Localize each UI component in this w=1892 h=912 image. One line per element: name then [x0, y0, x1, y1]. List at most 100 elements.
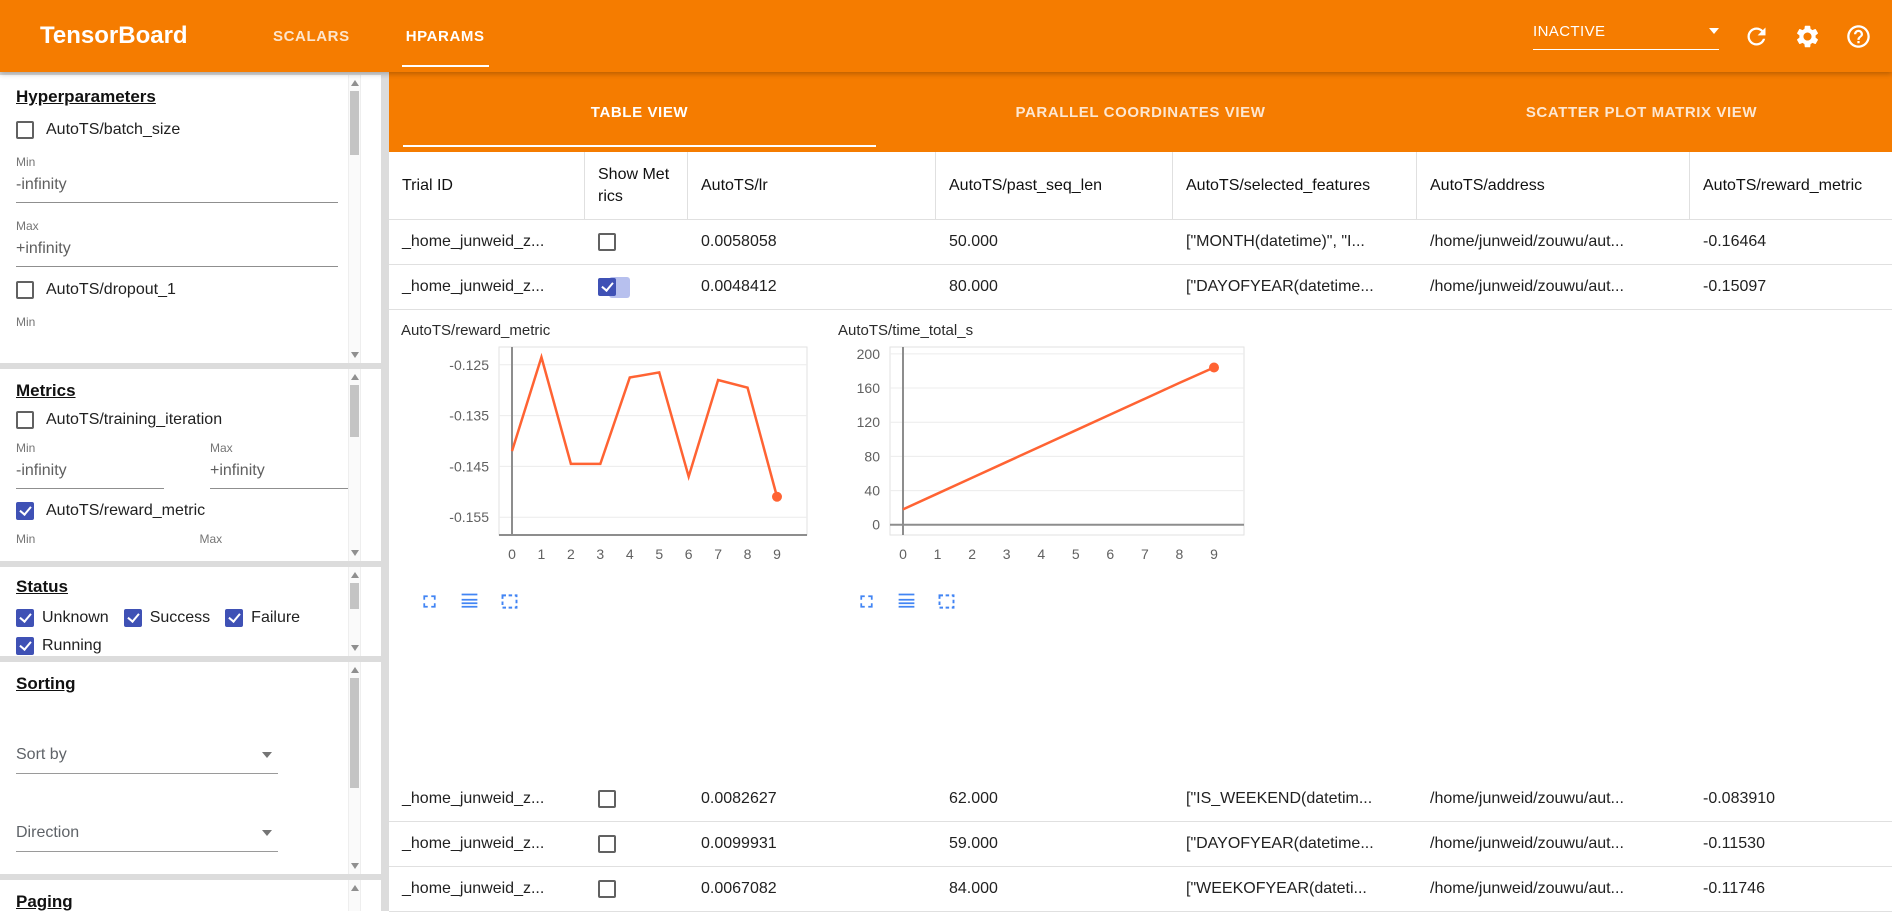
- svg-text:8: 8: [1176, 546, 1184, 562]
- table-row[interactable]: _home_junweid_z... 0.0067082 84.000 ["WE…: [389, 867, 1892, 912]
- hparam-batch-size-row: AutoTS/batch_size: [16, 121, 337, 139]
- scroll-down-icon[interactable]: [351, 550, 359, 556]
- hparam-batch-size-checkbox[interactable]: [16, 121, 34, 139]
- tab-hparams[interactable]: HPARAMS: [378, 0, 513, 72]
- svg-text:6: 6: [1106, 546, 1114, 562]
- address-cell: /home/junweid/zouwu/aut...: [1430, 835, 1624, 852]
- svg-text:2: 2: [968, 546, 976, 562]
- reward-metric-chart: AutoTS/reward_metric -0.125 -0.135 -0.145-…: [389, 314, 826, 612]
- svg-text:2: 2: [567, 546, 575, 562]
- status-failure-checkbox[interactable]: [225, 609, 244, 627]
- batch-size-min-input[interactable]: -infinity: [16, 169, 338, 203]
- data-table-icon[interactable]: [896, 591, 917, 612]
- hparams-main: TABLE VIEW PARALLEL COORDINATES VIEW SCA…: [389, 72, 1892, 912]
- expanded-metric-charts: AutoTS/reward_metric -0.125 -0.135 -0.145-…: [389, 310, 1892, 612]
- direction-dropdown[interactable]: Direction: [16, 824, 278, 852]
- svg-text:7: 7: [1141, 546, 1149, 562]
- metric-training-iteration-checkbox[interactable]: [16, 411, 34, 429]
- metric-min-input[interactable]: -infinity: [16, 455, 164, 489]
- scroll-down-icon[interactable]: [351, 645, 359, 651]
- batch-size-max-label: Max: [16, 219, 39, 233]
- scroll-thumb[interactable]: [350, 385, 359, 437]
- metric-reward-row: AutoTS/reward_metric: [16, 502, 337, 520]
- tab-scatter-plot-matrix-view[interactable]: SCATTER PLOT MATRIX VIEW: [1525, 103, 1758, 121]
- run-status-value: INACTIVE: [1533, 22, 1606, 40]
- scroll-up-icon[interactable]: [351, 80, 359, 86]
- refresh-icon[interactable]: [1743, 23, 1770, 50]
- data-table-icon[interactable]: [459, 591, 480, 612]
- metric-training-iteration-label: AutoTS/training_iteration: [46, 411, 223, 428]
- status-heading: Status: [16, 577, 68, 596]
- run-status-dropdown[interactable]: INACTIVE: [1533, 23, 1719, 50]
- metric-max-label: Max: [210, 441, 233, 455]
- expand-chart-icon[interactable]: [419, 591, 440, 612]
- sort-by-dropdown[interactable]: Sort by: [16, 746, 278, 774]
- direction-label: Direction: [16, 824, 80, 841]
- scroll-down-icon[interactable]: [351, 352, 359, 358]
- past-seq-len-cell: 50.000: [949, 233, 998, 250]
- svg-text:80: 80: [864, 448, 880, 464]
- status-scrollbar[interactable]: [348, 567, 361, 656]
- hyperparameters-panel: Hyperparameters AutoTS/batch_size Min -i…: [0, 75, 381, 363]
- time-total-chart: AutoTS/time_total_s 0 40 80 120 160 200 0 1 2 3 4 5…: [826, 314, 1263, 612]
- table-row[interactable]: _home_junweid_z... 0.0058058 50.000 ["MO…: [389, 220, 1892, 265]
- tab-scalars[interactable]: SCALARS: [273, 27, 350, 45]
- batch-size-max-input[interactable]: +infinity: [16, 233, 338, 267]
- status-unknown-checkbox[interactable]: [16, 609, 34, 627]
- app-title: TensorBoard: [40, 22, 188, 49]
- batch-size-min-label: Min: [16, 155, 36, 169]
- show-metrics-checkbox[interactable]: [598, 835, 616, 853]
- scroll-up-icon[interactable]: [351, 667, 359, 673]
- svg-text:-0.135: -0.135: [449, 408, 489, 424]
- show-metrics-checkbox[interactable]: [598, 233, 616, 251]
- hparam-dropout-checkbox[interactable]: [16, 281, 34, 299]
- tab-table-view[interactable]: TABLE VIEW: [389, 72, 890, 152]
- show-metrics-checkbox[interactable]: [598, 278, 616, 296]
- scroll-thumb[interactable]: [350, 583, 359, 609]
- show-metrics-checkbox[interactable]: [598, 790, 616, 808]
- chart-title: AutoTS/time_total_s: [838, 322, 974, 339]
- dropdown-caret-icon: [262, 830, 272, 836]
- expand-chart-icon[interactable]: [856, 591, 877, 612]
- table-gap: [389, 612, 1892, 777]
- metric-max-input[interactable]: +infinity: [210, 455, 358, 489]
- scroll-up-icon[interactable]: [351, 572, 359, 578]
- status-success-checkbox[interactable]: [123, 609, 142, 627]
- show-metrics-checkbox[interactable]: [598, 880, 616, 898]
- lr-cell: 0.0067082: [701, 880, 777, 897]
- past-seq-len-cell: 84.000: [949, 880, 998, 897]
- status-running-checkbox[interactable]: [16, 637, 34, 655]
- show-metrics-cell: [585, 276, 688, 298]
- svg-text:3: 3: [1003, 546, 1011, 562]
- status-success: Success: [123, 609, 210, 627]
- address-cell: /home/junweid/zouwu/aut...: [1430, 880, 1624, 897]
- scroll-thumb[interactable]: [350, 678, 359, 788]
- marquee-select-icon[interactable]: [499, 591, 520, 612]
- sorting-panel: Sorting Sort by Direction: [0, 662, 381, 874]
- table-row[interactable]: _home_junweid_z... 0.0099931 59.000 ["DA…: [389, 822, 1892, 867]
- sorting-heading: Sorting: [16, 674, 76, 693]
- metrics-scrollbar[interactable]: [348, 369, 361, 561]
- svg-text:1: 1: [538, 546, 546, 562]
- svg-text:7: 7: [714, 546, 722, 562]
- table-row[interactable]: _home_junweid_z... 0.0082627 62.000 ["IS…: [389, 777, 1892, 822]
- scroll-up-icon[interactable]: [351, 374, 359, 380]
- dropdown-caret-icon: [262, 752, 272, 758]
- scroll-down-icon[interactable]: [351, 863, 359, 869]
- metric-reward-checkbox[interactable]: [16, 502, 34, 520]
- tab-parallel-coordinates-view[interactable]: PARALLEL COORDINATES VIEW: [1015, 103, 1266, 121]
- scroll-up-icon[interactable]: [351, 885, 359, 891]
- sorting-scrollbar[interactable]: [348, 662, 361, 874]
- settings-gear-icon[interactable]: [1794, 23, 1821, 50]
- address-cell: /home/junweid/zouwu/aut...: [1430, 233, 1624, 250]
- table-row[interactable]: _home_junweid_z... 0.0048412 80.000 ["DA…: [389, 265, 1892, 310]
- paging-scrollbar[interactable]: [348, 880, 361, 911]
- status-running-label: Running: [42, 637, 102, 654]
- marquee-select-icon[interactable]: [936, 591, 957, 612]
- hyperparameters-scrollbar[interactable]: [348, 75, 361, 363]
- reward-metric-cell: -0.11530: [1703, 835, 1765, 852]
- dropdown-caret-icon: [1709, 28, 1719, 34]
- help-icon[interactable]: [1845, 23, 1872, 50]
- col-reward-metric: AutoTS/reward_metric: [1703, 176, 1863, 194]
- scroll-thumb[interactable]: [350, 91, 359, 155]
